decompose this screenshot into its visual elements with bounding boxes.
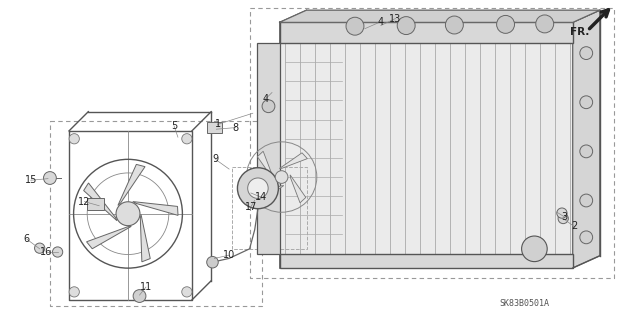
Text: 15: 15 xyxy=(24,175,37,185)
Circle shape xyxy=(580,96,593,109)
Circle shape xyxy=(397,17,415,34)
Text: 3: 3 xyxy=(561,212,568,222)
Circle shape xyxy=(44,172,56,184)
Text: 4: 4 xyxy=(378,17,384,27)
Text: 10: 10 xyxy=(223,250,236,260)
Circle shape xyxy=(557,208,567,218)
Text: 16: 16 xyxy=(40,247,52,257)
Circle shape xyxy=(262,100,275,113)
Polygon shape xyxy=(132,202,178,215)
Text: 8: 8 xyxy=(232,122,239,133)
Circle shape xyxy=(116,202,140,226)
Polygon shape xyxy=(573,10,600,268)
Text: 14: 14 xyxy=(255,192,268,202)
Circle shape xyxy=(182,287,192,297)
Bar xyxy=(207,122,222,133)
Polygon shape xyxy=(86,226,131,249)
Circle shape xyxy=(248,178,268,198)
Circle shape xyxy=(580,47,593,60)
Polygon shape xyxy=(280,22,573,268)
Circle shape xyxy=(35,243,45,253)
Text: 13: 13 xyxy=(389,13,402,24)
Text: FR.: FR. xyxy=(570,27,589,37)
Text: 5: 5 xyxy=(171,121,177,131)
Circle shape xyxy=(69,287,79,297)
Circle shape xyxy=(69,134,79,144)
Text: 9: 9 xyxy=(212,154,219,165)
Circle shape xyxy=(580,194,593,207)
Polygon shape xyxy=(256,186,284,201)
Polygon shape xyxy=(290,175,306,203)
Circle shape xyxy=(237,168,278,209)
Circle shape xyxy=(536,15,554,33)
Circle shape xyxy=(580,231,593,244)
Circle shape xyxy=(133,290,146,302)
Circle shape xyxy=(445,16,463,34)
Circle shape xyxy=(346,17,364,35)
Circle shape xyxy=(52,247,63,257)
Polygon shape xyxy=(140,214,150,262)
Polygon shape xyxy=(84,183,117,221)
Text: 1: 1 xyxy=(214,119,221,130)
Circle shape xyxy=(580,145,593,158)
Circle shape xyxy=(275,171,288,183)
Text: SK83B0501A: SK83B0501A xyxy=(500,299,550,308)
Circle shape xyxy=(522,236,547,262)
Text: 17: 17 xyxy=(244,202,257,212)
Bar xyxy=(87,198,104,210)
Polygon shape xyxy=(280,153,307,168)
Circle shape xyxy=(497,15,515,33)
Polygon shape xyxy=(280,254,573,268)
Circle shape xyxy=(262,184,275,197)
Polygon shape xyxy=(257,151,273,179)
Polygon shape xyxy=(118,164,145,205)
Text: 11: 11 xyxy=(140,282,152,292)
Polygon shape xyxy=(280,22,573,43)
Bar xyxy=(257,43,280,254)
Text: 2: 2 xyxy=(571,221,577,232)
Circle shape xyxy=(207,256,218,268)
Text: 6: 6 xyxy=(24,234,30,244)
Polygon shape xyxy=(280,10,600,22)
Text: 4: 4 xyxy=(262,94,269,104)
Circle shape xyxy=(558,213,568,224)
Circle shape xyxy=(182,134,192,144)
Text: 12: 12 xyxy=(78,197,91,207)
